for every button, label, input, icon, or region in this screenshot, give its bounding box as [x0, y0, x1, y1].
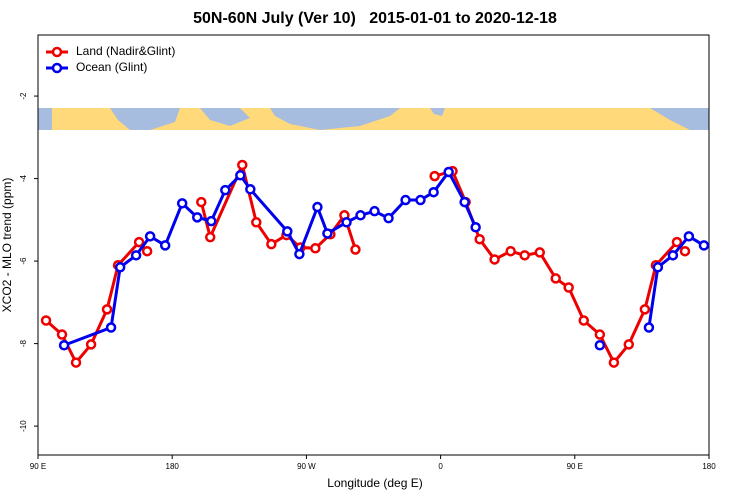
point — [505, 245, 516, 257]
point — [652, 262, 664, 273]
point — [683, 231, 695, 242]
point — [608, 357, 620, 368]
point — [489, 254, 500, 265]
point — [470, 222, 481, 233]
series-line — [63, 169, 705, 347]
point — [698, 240, 710, 251]
point — [220, 184, 231, 196]
point — [383, 212, 394, 224]
map-strip — [38, 108, 709, 130]
point — [671, 236, 683, 248]
point — [282, 226, 293, 237]
point — [667, 250, 679, 261]
point — [679, 245, 691, 257]
point — [266, 238, 277, 250]
point — [40, 315, 52, 326]
point — [176, 198, 188, 209]
point — [519, 250, 530, 261]
point — [235, 170, 246, 181]
y-tick-label: -8 — [19, 340, 28, 348]
point — [70, 357, 82, 368]
point — [245, 184, 256, 195]
point — [130, 250, 142, 261]
point — [550, 273, 561, 284]
point — [159, 240, 171, 251]
point — [58, 340, 70, 351]
point — [429, 170, 440, 182]
point — [237, 159, 248, 171]
legend-label: Land (Nadir&Glint) — [76, 44, 175, 58]
point — [643, 322, 655, 333]
point — [204, 231, 216, 243]
point — [415, 194, 426, 206]
point — [350, 244, 361, 255]
y-tick-label: -2 — [19, 92, 28, 100]
point — [322, 228, 333, 239]
x-tick-label: 90 E — [567, 462, 583, 471]
point — [312, 201, 323, 213]
x-tick-label: 180 — [166, 462, 180, 471]
point — [206, 215, 217, 227]
chart-title: 50N-60N July (Ver 10) 2015-01-01 to 2020… — [193, 10, 557, 27]
point — [639, 304, 651, 315]
legend-marker — [51, 62, 63, 74]
point — [578, 315, 589, 326]
point — [144, 231, 156, 242]
point — [196, 196, 207, 208]
point — [594, 340, 606, 351]
point — [623, 339, 635, 350]
point — [369, 205, 380, 217]
point — [474, 233, 485, 245]
point — [534, 247, 546, 258]
legend-label: Ocean (Glint) — [76, 60, 147, 74]
point — [101, 304, 113, 315]
point — [310, 243, 321, 254]
point — [85, 339, 97, 350]
y-axis-label: XCO2 - MLO trend (ppm) — [0, 178, 14, 313]
point — [400, 194, 411, 206]
point — [294, 248, 305, 260]
x-tick-label: 90 W — [297, 462, 316, 471]
point — [355, 210, 366, 221]
point — [192, 212, 203, 223]
point — [563, 282, 574, 293]
point — [428, 186, 439, 198]
x-tick-label: 0 — [438, 462, 443, 471]
point — [459, 196, 470, 208]
x-axis-label: Longitude (deg E) — [327, 476, 422, 490]
x-tick-label: 90 E — [30, 462, 46, 471]
point — [56, 329, 68, 340]
y-tick-label: -6 — [19, 257, 28, 265]
legend-marker — [51, 46, 63, 58]
point — [114, 262, 126, 273]
y-tick-label: -10 — [19, 420, 28, 432]
x-tick-label: 180 — [702, 462, 716, 471]
point — [341, 217, 352, 228]
point — [133, 236, 145, 248]
point — [594, 329, 606, 340]
point — [251, 217, 262, 228]
series-line — [45, 160, 687, 366]
point — [105, 322, 117, 333]
y-tick-label: -4 — [19, 174, 28, 182]
point — [443, 166, 454, 178]
point — [141, 245, 153, 257]
